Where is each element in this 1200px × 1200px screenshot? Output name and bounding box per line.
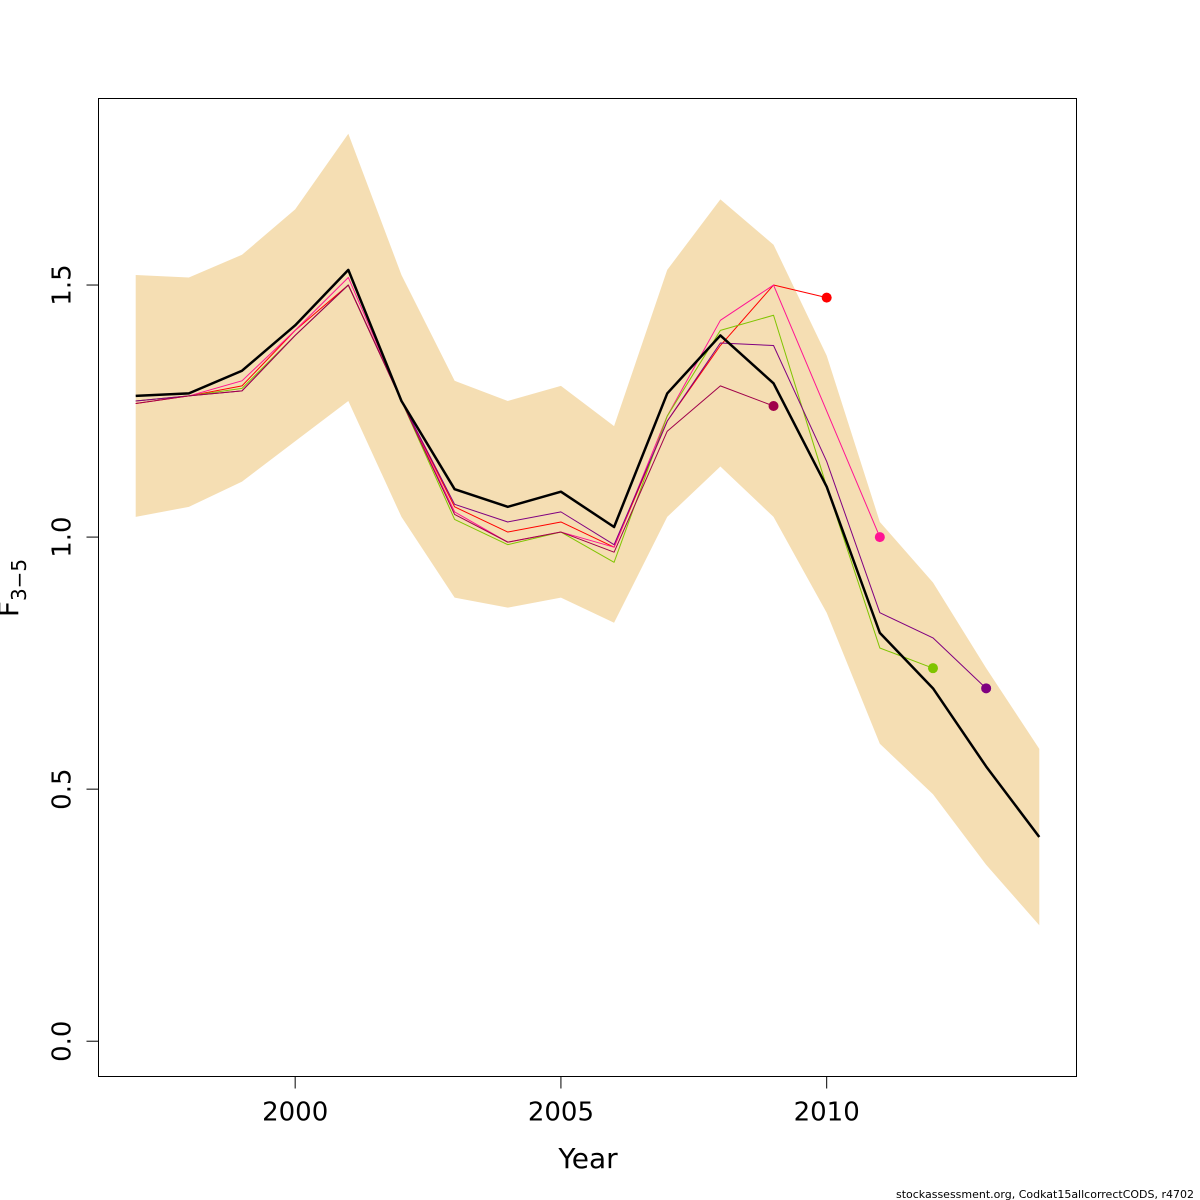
footer-source: stockassessment.org, Codkat15allcorrectC… — [896, 1188, 1194, 1200]
y-axis-title: F3−5 — [0, 559, 31, 617]
series-line-0 — [135, 268, 1041, 838]
y-tick-label: 1.5 — [48, 264, 78, 305]
x-axis-title: Year — [557, 1142, 618, 1175]
series-endpoint-4 — [981, 683, 992, 694]
y-tick-label: 0.5 — [48, 768, 78, 809]
confidence-band-layer — [135, 133, 1040, 926]
series-line-5 — [135, 284, 774, 553]
confidence-band — [135, 133, 1040, 926]
x-axis: 2000 2005 2010 — [262, 1076, 860, 1128]
series-endpoint-5 — [768, 401, 779, 412]
series-endpoint-3 — [927, 663, 938, 674]
series-endpoint-2 — [874, 532, 885, 543]
y-tick-label: 1.0 — [48, 516, 78, 557]
series-endpoint-1 — [821, 292, 832, 303]
y-axis: 0.0 0.5 1.0 1.5 — [48, 264, 99, 1062]
y-axis-title-subscript: 3−5 — [7, 559, 31, 601]
x-tick-label: 2005 — [528, 1098, 594, 1128]
series-line-3 — [135, 284, 934, 669]
y-tick-label: 0.0 — [48, 1021, 78, 1062]
x-tick-label: 2000 — [262, 1098, 328, 1128]
x-tick-label: 2010 — [794, 1098, 860, 1128]
series-line-1 — [135, 284, 827, 548]
y-axis-title-main: F — [0, 601, 25, 617]
series-layer — [135, 268, 1041, 838]
